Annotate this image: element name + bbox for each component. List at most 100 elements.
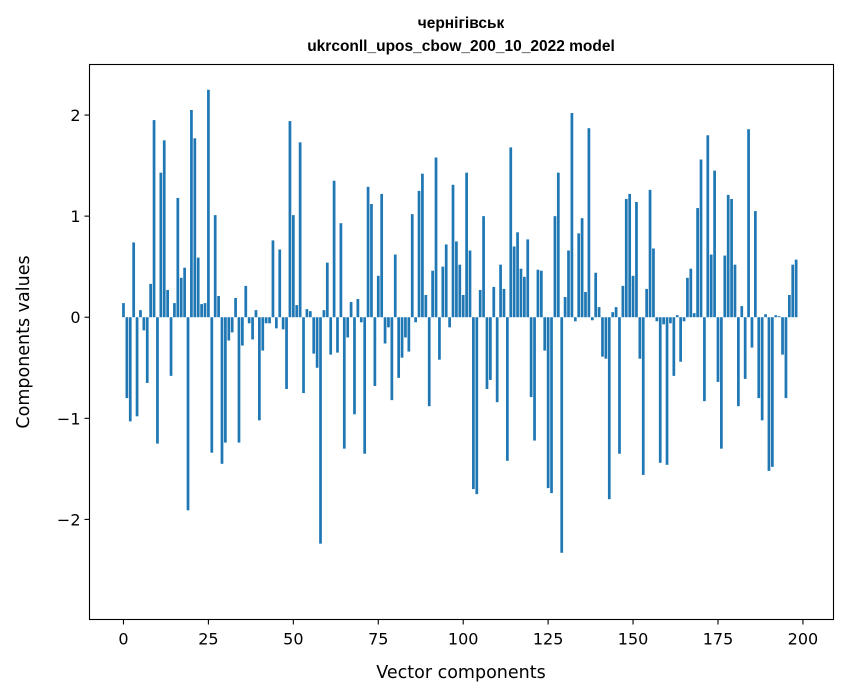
bar-48 [285, 317, 288, 390]
x-tick-label: 50 [283, 630, 303, 649]
bar-87 [417, 190, 421, 318]
bar-66 [346, 317, 350, 338]
bar-133 [573, 317, 577, 322]
bar-198 [794, 259, 798, 318]
bar-52 [298, 142, 302, 318]
bar-186 [754, 211, 757, 318]
bar-22 [196, 257, 200, 318]
bar-179 [730, 198, 733, 318]
bar-69 [356, 299, 360, 318]
bar-35 [241, 317, 244, 346]
bar-110 [495, 317, 499, 403]
bar-157 [655, 317, 659, 322]
bar-182 [740, 306, 744, 318]
bar-148 [624, 198, 628, 318]
bar-161 [669, 317, 672, 324]
bar-139 [594, 272, 598, 318]
bar-61 [329, 317, 333, 355]
x-tick-label: 75 [368, 630, 388, 649]
bar-192 [774, 315, 778, 318]
bar-125 [546, 317, 550, 489]
bar-176 [720, 317, 723, 449]
bar-177 [723, 255, 727, 318]
bar-41 [261, 317, 265, 351]
bar-129 [560, 317, 564, 553]
bar-197 [791, 264, 795, 318]
bar-12 [162, 140, 166, 318]
bar-130 [563, 297, 567, 318]
bar-150 [631, 275, 635, 318]
bar-123 [539, 270, 543, 318]
bar-38 [251, 317, 254, 340]
bar-185 [750, 317, 754, 348]
y-tick-label: −2 [57, 510, 81, 529]
bar-31 [227, 317, 231, 341]
y-axis-ticks: −2 −1 0 1 2 [57, 106, 90, 529]
bar-0 [122, 303, 125, 318]
bar-7 [145, 317, 149, 383]
bar-59 [322, 310, 326, 318]
bar-195 [784, 317, 788, 399]
bar-30 [224, 317, 227, 443]
bar-96 [448, 317, 451, 328]
bar-26 [210, 317, 214, 453]
bar-131 [567, 250, 570, 318]
bar-121 [533, 317, 536, 441]
bar-178 [726, 194, 730, 318]
bar-107 [485, 317, 489, 390]
bar-116 [516, 232, 519, 318]
x-tick-label: 0 [118, 630, 128, 649]
bar-6 [142, 317, 146, 331]
bar-126 [550, 317, 553, 494]
bar-141 [601, 317, 604, 357]
bar-74 [373, 317, 377, 386]
y-axis-label: Components values [14, 255, 34, 428]
bar-78 [387, 317, 390, 328]
bar-72 [366, 186, 370, 318]
bar-155 [648, 189, 652, 318]
bar-153 [641, 317, 645, 475]
bar-42 [264, 317, 268, 324]
bar-166 [686, 277, 689, 318]
bar-196 [787, 294, 791, 318]
bar-144 [611, 312, 615, 318]
bar-9 [152, 120, 156, 318]
bar-136 [584, 291, 587, 318]
bar-15 [173, 303, 176, 318]
bar-135 [580, 218, 584, 318]
bar-160 [665, 317, 669, 465]
bar-180 [733, 264, 737, 318]
bar-120 [529, 317, 533, 398]
bar-55 [308, 311, 312, 318]
bar-91 [431, 270, 434, 318]
bar-24 [203, 303, 207, 318]
bar-159 [662, 317, 665, 325]
bar-145 [614, 307, 618, 318]
bar-104 [475, 317, 479, 495]
bar-88 [421, 173, 424, 318]
bar-85 [410, 214, 414, 318]
bar-164 [679, 317, 682, 362]
bar-112 [502, 288, 506, 318]
bar-43 [268, 317, 271, 324]
bar-93 [438, 317, 441, 360]
bar-193 [777, 316, 781, 318]
bar-132 [570, 113, 574, 318]
bar-13 [166, 289, 169, 318]
bar-50 [291, 215, 295, 318]
x-tick-label: 125 [533, 630, 564, 649]
bar-102 [468, 250, 472, 318]
bar-173 [709, 254, 713, 318]
bar-70 [359, 317, 363, 323]
bar-32 [230, 317, 234, 333]
bar-184 [747, 129, 750, 318]
bar-105 [478, 289, 482, 318]
bar-137 [587, 128, 591, 318]
bar-27 [213, 215, 217, 318]
y-tick-label: 2 [70, 106, 80, 125]
bar-158 [658, 317, 662, 463]
bar-83 [404, 317, 407, 338]
bar-16 [176, 197, 180, 318]
